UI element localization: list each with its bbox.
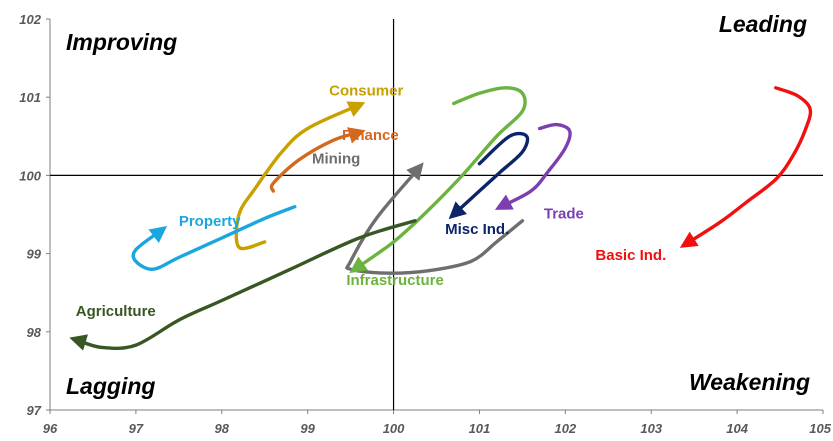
y-tick-label: 101 [19, 90, 41, 105]
quadrant-label-improving: Improving [66, 29, 177, 55]
y-tick-label: 102 [19, 12, 41, 27]
x-tick-label: 100 [383, 421, 405, 436]
series-label-basic-ind: Basic Ind. [595, 247, 666, 264]
x-tick-label: 101 [469, 421, 491, 436]
series-layer [69, 86, 813, 351]
y-tick-label: 99 [27, 247, 42, 262]
y-tick-label: 98 [27, 325, 42, 340]
series-label-trade: Trade [544, 205, 584, 222]
quadrant-label-leading: Leading [719, 11, 807, 37]
series-label-property: Property [179, 213, 241, 230]
quadrant-label-lagging: Lagging [66, 373, 155, 399]
x-tick-label: 96 [43, 421, 58, 436]
plot-frame [49, 19, 823, 411]
y-tick-label: 100 [19, 168, 41, 183]
series-line-trade [494, 122, 572, 210]
series-label-finance: Finance [342, 127, 399, 144]
series-label-consumer: Consumer [329, 83, 403, 100]
series-line-agriculture [69, 219, 417, 351]
x-tick-label: 97 [129, 421, 144, 436]
series-labels: Consumer Finance Mining Property Infrastruct… [76, 83, 666, 321]
x-tick-label: 105 [809, 421, 831, 436]
series-line-finance [269, 127, 366, 193]
series-label-mining: Mining [312, 151, 360, 168]
x-tick-label: 102 [554, 421, 576, 436]
series-line-consumer [234, 101, 366, 251]
series-label-infrastructure: Infrastructure [346, 272, 444, 289]
series-line-basic-ind [679, 86, 813, 248]
y-axis-ticks: 97 98 99 100 101 102 [19, 12, 50, 418]
center-crosshair [50, 19, 823, 410]
x-tick-label: 98 [215, 421, 230, 436]
series-line-infrastructure [349, 86, 527, 274]
y-tick-label: 97 [27, 403, 42, 418]
x-axis-ticks: 96 97 98 99 100 101 102 103 104 105 [43, 410, 832, 436]
series-line-misc-ind [448, 131, 530, 220]
x-tick-label: 103 [640, 421, 662, 436]
x-tick-label: 104 [726, 421, 748, 436]
quadrant-label-weakening: Weakening [689, 369, 810, 395]
x-tick-label: 99 [300, 421, 315, 436]
series-line-property [131, 205, 297, 271]
series-label-agriculture: Agriculture [76, 303, 156, 320]
series-label-misc-ind: Misc Ind. [445, 221, 509, 238]
series-line-mining [345, 162, 525, 275]
